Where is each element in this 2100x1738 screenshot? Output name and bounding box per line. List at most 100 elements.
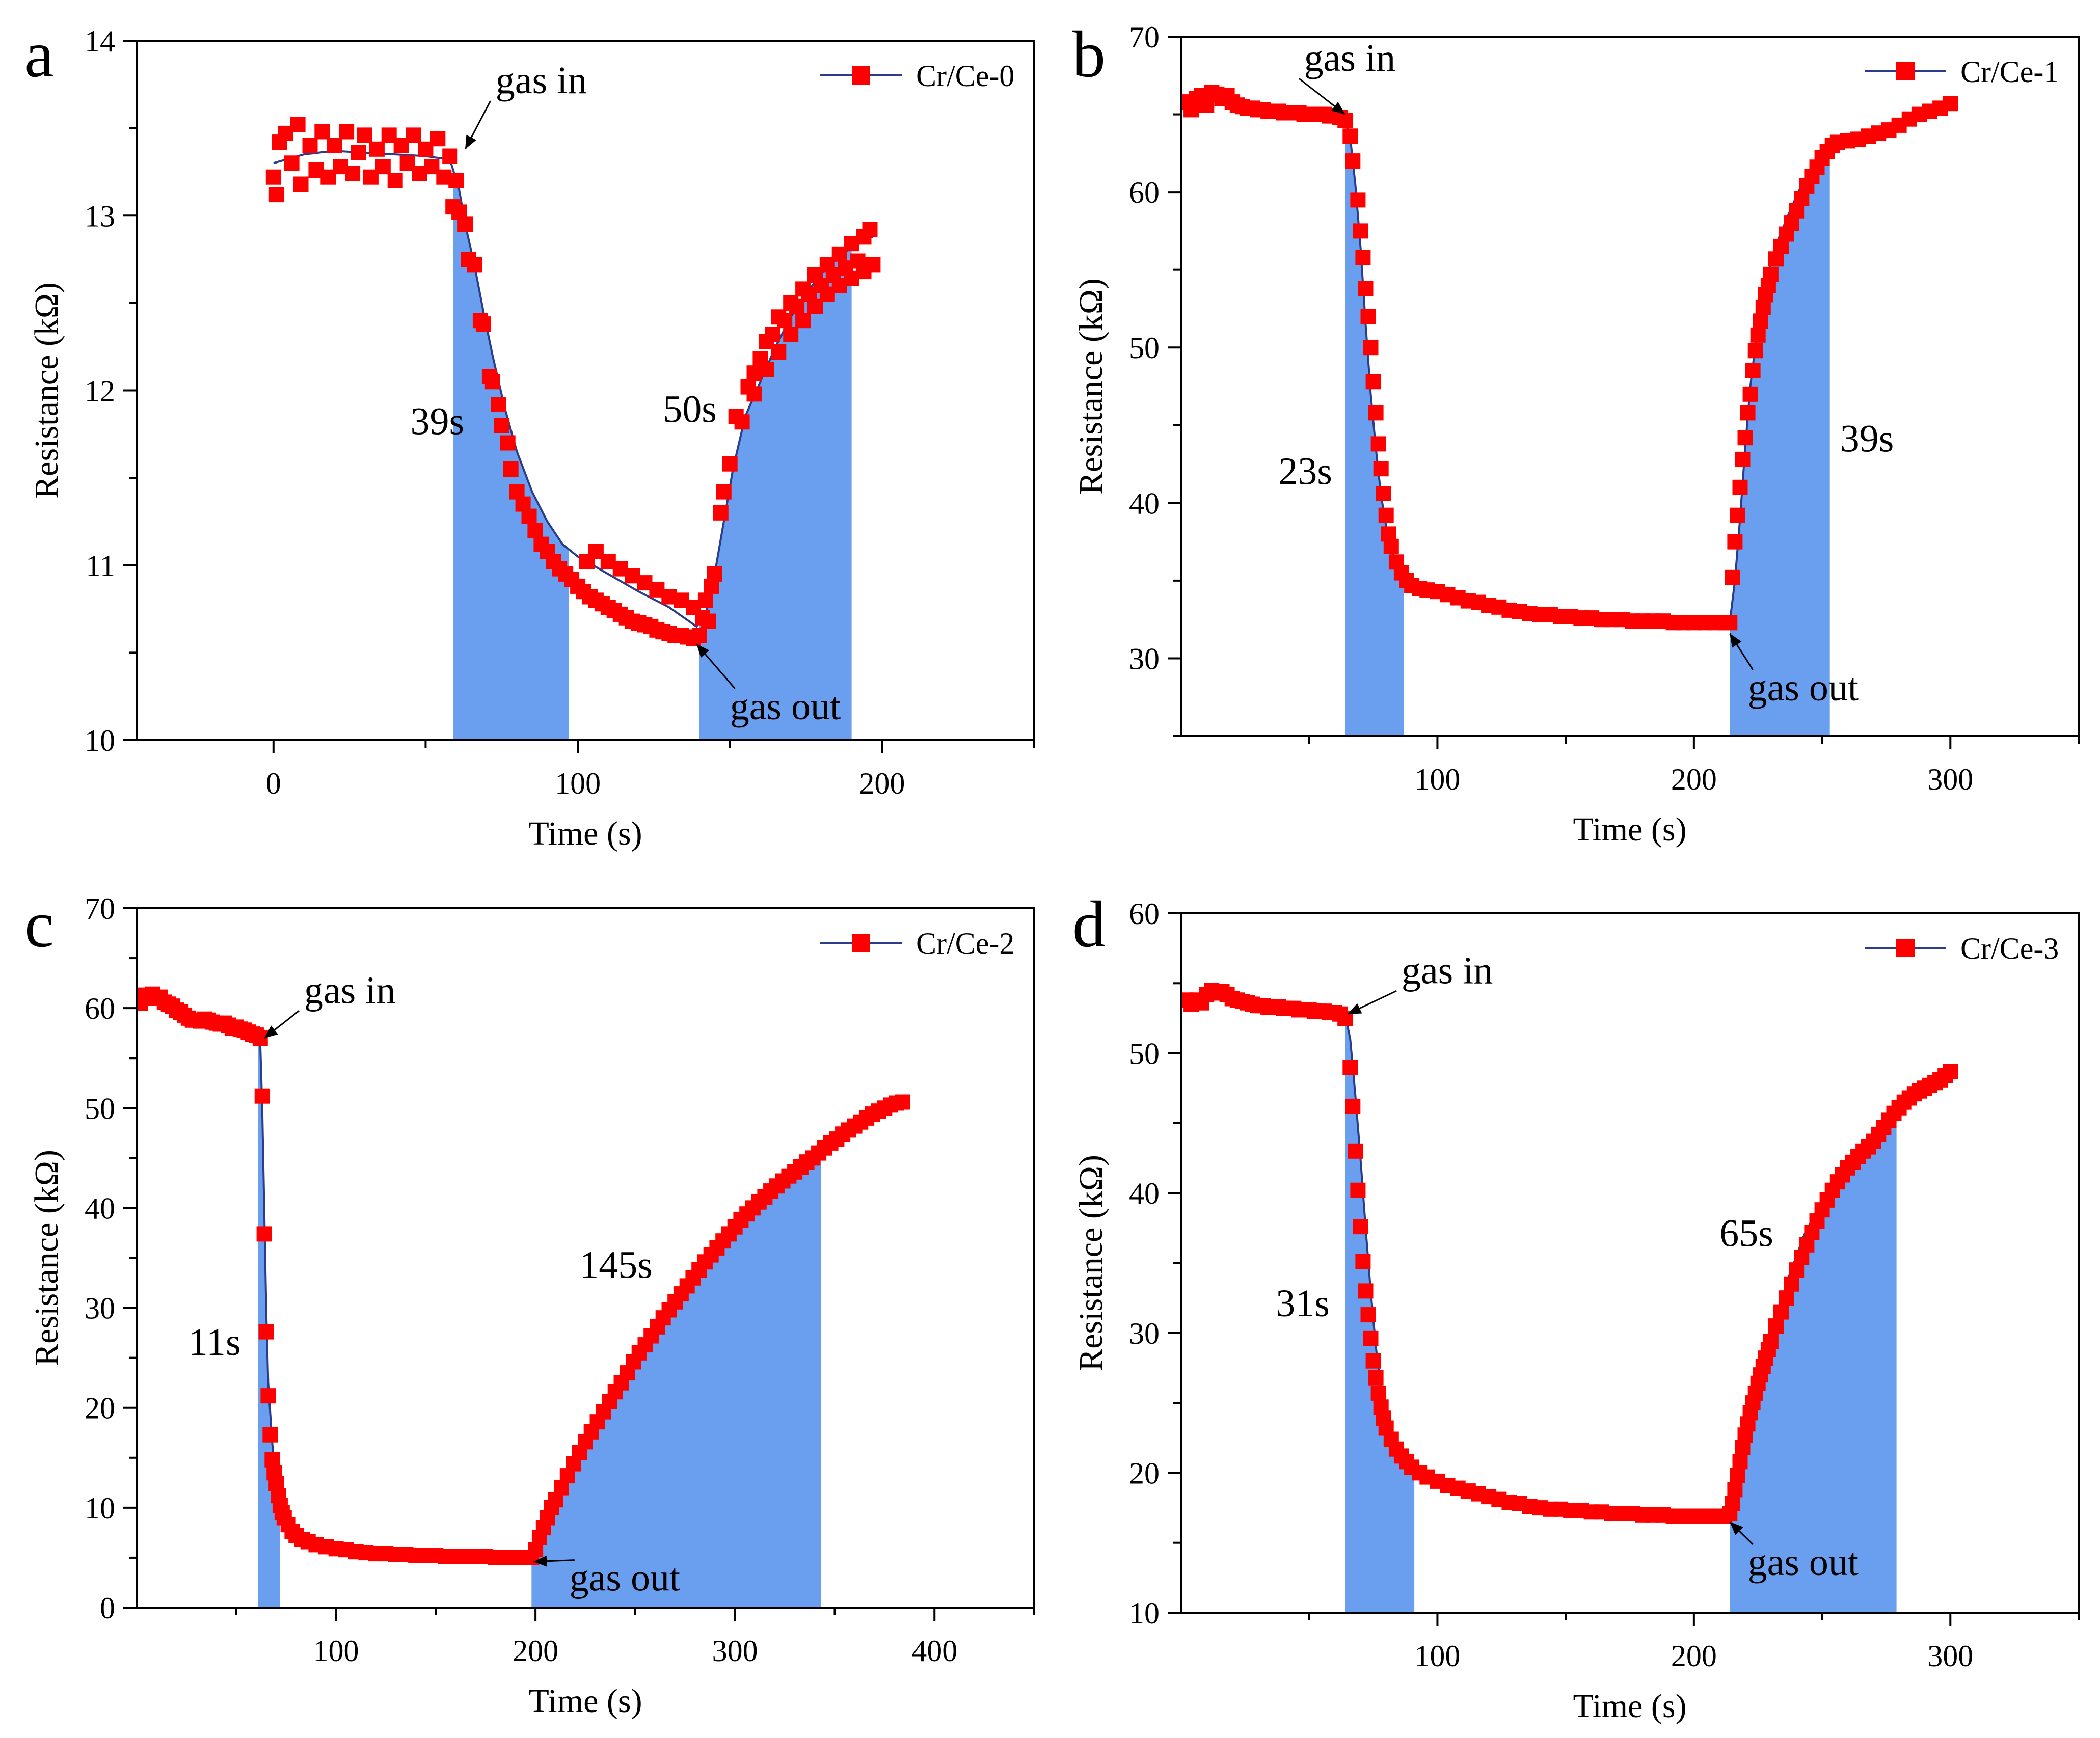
recovery-time-region <box>1730 1115 1897 1613</box>
data-point <box>1342 128 1358 144</box>
data-point <box>1363 1330 1379 1346</box>
x-tick-label: 100 <box>1414 763 1460 796</box>
x-tick-label: 200 <box>1671 1639 1717 1673</box>
data-point <box>467 257 482 273</box>
data-point <box>527 523 543 538</box>
data-point <box>1763 266 1779 282</box>
data-point <box>1763 1334 1779 1349</box>
data-point <box>254 1088 270 1104</box>
gas-out-label: gas out <box>730 685 841 728</box>
data-point <box>1727 534 1743 550</box>
y-tick-label: 10 <box>1129 1596 1160 1630</box>
data-point <box>1732 1454 1748 1470</box>
x-axis-label: Time (s) <box>528 1682 642 1720</box>
data-point <box>521 508 537 524</box>
y-tick-label: 60 <box>1129 897 1160 931</box>
data-point <box>771 344 787 360</box>
x-tick-label: 400 <box>911 1634 957 1668</box>
legend-label: Cr/Ce-1 <box>1960 55 2059 89</box>
data-point <box>1360 309 1376 324</box>
data-point <box>1368 1370 1384 1386</box>
data-point <box>1337 113 1353 128</box>
series-markers <box>137 986 910 1565</box>
data-point <box>258 1324 274 1340</box>
annotation-arrow-head <box>1331 101 1345 115</box>
annotation-arrow-head <box>465 134 476 149</box>
plot-area <box>265 117 881 740</box>
data-point <box>327 138 342 153</box>
data-point <box>357 127 372 143</box>
plot-area <box>137 986 910 1608</box>
y-tick-label: 11 <box>86 549 115 583</box>
data-point <box>746 386 762 402</box>
data-point <box>692 628 707 643</box>
x-axis-label: Time (s) <box>1573 811 1686 848</box>
data-point <box>734 414 750 430</box>
data-point <box>442 148 458 164</box>
recovery-time-region <box>699 247 852 740</box>
y-tick-label: 50 <box>1129 331 1160 365</box>
legend-label: Cr/Ce-2 <box>916 927 1014 960</box>
x-tick-label: 100 <box>313 1634 359 1668</box>
data-point <box>503 461 519 477</box>
data-point <box>1773 1304 1789 1320</box>
y-axis-label: Resistance (kΩ) <box>1072 1155 1110 1371</box>
data-point <box>1363 340 1379 356</box>
y-tick-label: 20 <box>85 1392 115 1425</box>
data-point <box>1750 327 1766 343</box>
y-tick-label: 30 <box>1129 1317 1160 1350</box>
y-tick-label: 50 <box>1129 1037 1160 1071</box>
data-point <box>256 1226 272 1242</box>
y-tick-label: 70 <box>85 892 115 926</box>
data-point <box>345 166 361 181</box>
data-point <box>1358 281 1374 296</box>
data-point <box>1350 1182 1366 1198</box>
y-tick-label: 30 <box>1129 642 1160 675</box>
gas-in-label: gas in <box>1304 37 1395 79</box>
annotation-arrow-head <box>1730 633 1742 648</box>
data-point <box>701 613 716 629</box>
y-axis-label: Resistance (kΩ) <box>28 1150 65 1366</box>
plot-frame <box>136 40 1035 741</box>
data-point <box>284 155 300 171</box>
data-point <box>375 159 391 175</box>
data-point <box>722 456 738 472</box>
x-tick-label: 300 <box>1927 1639 1973 1673</box>
panel-d: 100 200 300 10 20 30 40 50 60 Time (s) Resistance … <box>1072 888 2080 1725</box>
time-label: 23s <box>1278 450 1332 493</box>
gas-in-label: gas in <box>304 969 395 1012</box>
data-point <box>1779 1290 1794 1306</box>
data-point <box>369 141 385 157</box>
y-tick-label: 70 <box>1129 20 1160 54</box>
data-point <box>783 327 799 342</box>
data-point <box>1725 1496 1740 1511</box>
data-point <box>1342 1060 1358 1075</box>
y-tick-label: 40 <box>1129 486 1160 520</box>
x-tick-label: 100 <box>555 767 601 800</box>
x-axis-label: Time (s) <box>1573 1688 1686 1725</box>
data-point <box>339 124 355 140</box>
data-point <box>457 216 473 232</box>
data-point <box>1370 436 1386 452</box>
data-point <box>759 362 774 377</box>
data-point <box>494 418 509 433</box>
data-point <box>1358 1283 1374 1299</box>
data-point <box>1353 223 1368 239</box>
plot-area <box>1181 85 1958 736</box>
data-point <box>1348 1143 1363 1159</box>
data-point <box>716 484 732 500</box>
x-tick-label: 300 <box>712 1634 758 1668</box>
data-point <box>1943 96 1958 112</box>
legend-marker <box>1896 62 1915 80</box>
y-tick-label: 30 <box>85 1292 115 1325</box>
x-tick-label: 300 <box>1927 763 1973 796</box>
time-label: 65s <box>1719 1212 1773 1255</box>
data-point <box>1943 1064 1958 1079</box>
data-point <box>1722 615 1738 631</box>
series-markers <box>1181 983 1958 1524</box>
data-point <box>1373 461 1389 477</box>
data-point <box>1350 192 1366 208</box>
response-time-region <box>453 169 569 740</box>
data-point <box>1378 507 1394 523</box>
